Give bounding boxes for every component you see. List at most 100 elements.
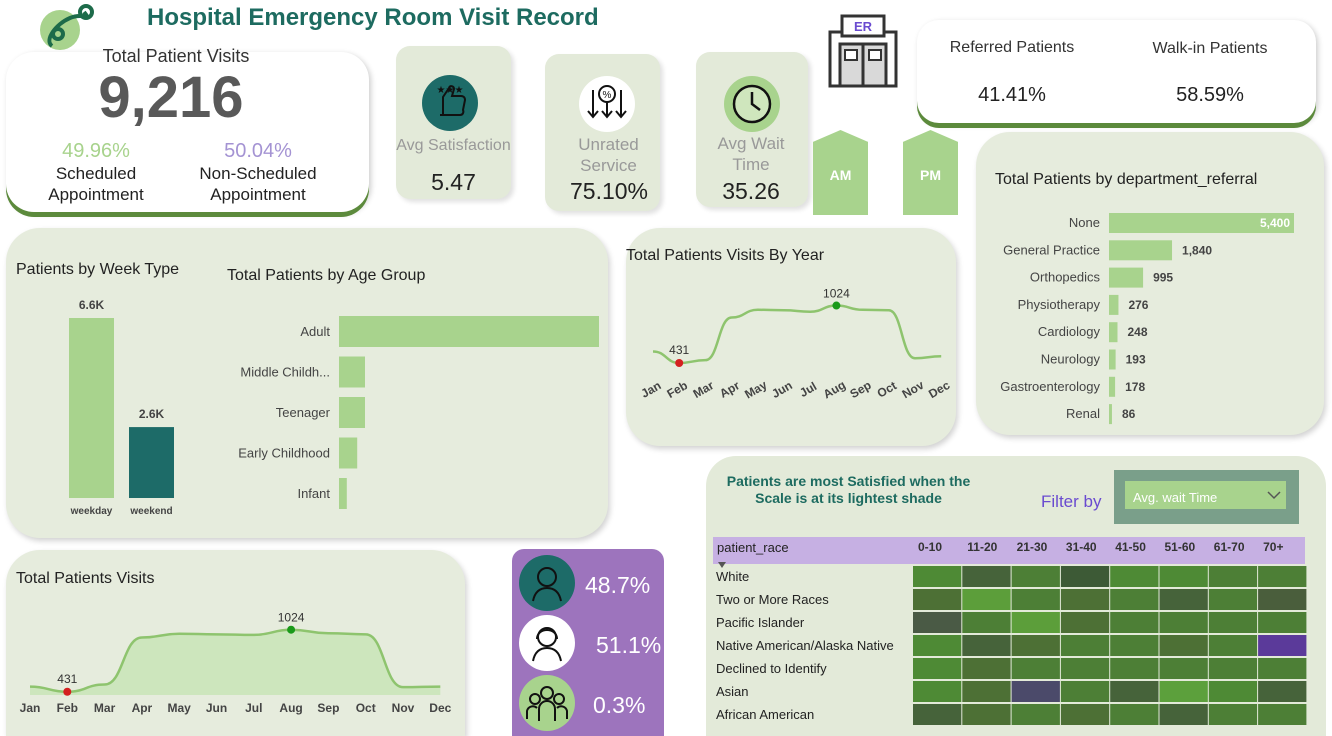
heatmap-cell [1060, 612, 1110, 633]
x-tick-label: Nov [900, 378, 927, 402]
department-title: Total Patients by department_referral [995, 171, 1258, 188]
gender-female-pct: 51.1% [596, 632, 662, 658]
heatmap-cell [1258, 658, 1307, 679]
dept-category-label: Orthopedics [1030, 270, 1101, 285]
x-tick-label: Oct [356, 701, 376, 715]
wait-time-card: Avg Wait Time 35.26 [696, 52, 808, 207]
dept-category-label: Physiotherapy [1018, 297, 1101, 312]
heatmap-cell [1258, 612, 1307, 633]
satisfaction-label: Avg Satisfaction [396, 137, 511, 154]
dept-bar [1109, 267, 1144, 288]
heatmap-col-header: 61-70 [1214, 540, 1245, 554]
weektype-age-card: Patients by Week Type Total Patients by … [6, 228, 608, 538]
svg-text:★★★: ★★★ [437, 85, 464, 96]
walkin-value: 58.59% [1176, 84, 1244, 106]
agegroup-category-label: Middle Childh... [240, 365, 330, 380]
dept-category-label: Neurology [1041, 352, 1101, 367]
heatmap-cell [913, 635, 962, 656]
x-tick-label: Oct [875, 378, 899, 400]
x-tick-label: Aug [279, 701, 302, 715]
series-line [652, 304, 942, 365]
dept-value-label: 1,840 [1182, 243, 1212, 257]
pm-button[interactable]: PM [903, 130, 958, 215]
min-label: 431 [669, 343, 689, 357]
clock-icon [724, 76, 780, 132]
dept-bar [1109, 294, 1119, 315]
heatmap-cell [1208, 704, 1258, 725]
dept-bar [1109, 213, 1294, 233]
nonscheduled-pct: 50.04% [224, 140, 292, 162]
heatmap-col-header: 70+ [1263, 540, 1283, 554]
heatmap-cell [1208, 589, 1258, 610]
heatmap-cell [1060, 658, 1110, 679]
heatmap-col-header: 51-60 [1165, 540, 1196, 554]
heatmap-cell [1110, 681, 1159, 702]
x-tick-label: Jan [639, 378, 664, 400]
heatmap-cell [913, 658, 962, 679]
wait-label-2: Time [732, 155, 770, 174]
weektype-value-label: 2.6K [139, 407, 165, 421]
thumbs-up-stars-icon: ★★★ [422, 75, 478, 131]
female-avatar-icon [519, 615, 575, 671]
dept-bar [1109, 376, 1116, 397]
agegroup-bar [339, 437, 358, 469]
heatmap-cell [1208, 681, 1258, 702]
x-tick-label: May [168, 701, 192, 715]
gender-female-row: 51.1% [519, 615, 662, 671]
am-button[interactable]: AM [813, 130, 868, 215]
agegroup-bar [339, 397, 365, 428]
weektype-category-label: weekday [70, 506, 113, 517]
dept-category-label: Cardiology [1038, 324, 1101, 339]
heatmap-cell [913, 704, 962, 725]
heatmap-cell [1208, 566, 1258, 587]
x-tick-label: Feb [664, 378, 689, 401]
dept-category-label: Gastroenterology [1000, 379, 1100, 394]
dept-value-label: 5,400 [1260, 216, 1290, 230]
heatmap-cell [1110, 635, 1159, 656]
male-avatar-icon [519, 555, 575, 611]
referred-value: 41.41% [978, 84, 1046, 106]
x-tick-label: May [742, 377, 769, 401]
nonscheduled-label: Non-Scheduled [199, 164, 317, 183]
heatmap-cell [1258, 589, 1307, 610]
heatmap-cell [1258, 635, 1307, 656]
heatmap-cell [1011, 635, 1060, 656]
dept-bar [1109, 404, 1112, 425]
stethoscope-logo-icon [34, 0, 98, 54]
agegroup-category-label: Adult [300, 324, 330, 339]
am-button-label: AM [829, 167, 852, 183]
heatmap-cell [1110, 704, 1159, 725]
page-title: Hospital Emergency Room Visit Record [147, 4, 599, 31]
walkin-label: Walk-in Patients [1152, 40, 1268, 57]
heatmap-cell [1159, 635, 1208, 656]
series-line [29, 628, 441, 694]
heatmap-col-header: 31-40 [1066, 540, 1097, 554]
x-tick-label: Sep [317, 701, 339, 715]
dept-category-label: General Practice [1003, 242, 1100, 257]
x-tick-label: Sep [848, 378, 874, 401]
weektype-bar [129, 427, 174, 498]
department-bar-chart: None 5,400 General Practice 1,840 Orthopedic… [1000, 213, 1294, 425]
x-tick-label: Apr [717, 378, 742, 401]
filter-dropdown[interactable]: Avg. wait Time [1124, 480, 1287, 510]
heatmap-cell [1159, 566, 1208, 587]
total-visits-area-chart: 1024 431 Jan Feb Mar Apr May Jun Jul Aug Sep Oct Nov… [20, 611, 452, 715]
group-icon [519, 675, 575, 731]
heatmap-cell [1060, 681, 1110, 702]
heatmap-cell [962, 658, 1011, 679]
heatmap-cell [962, 635, 1011, 656]
heatmap-header-bar [713, 537, 1305, 564]
x-tick-label: Aug [821, 378, 848, 402]
max-label: 1024 [278, 611, 305, 625]
heatmap-cell [913, 589, 962, 610]
filter-dropdown-value: Avg. wait Time [1133, 490, 1218, 505]
er-building-icon: ER [828, 14, 898, 88]
heatmap-cell [1208, 635, 1258, 656]
heatmap-cell [1060, 589, 1110, 610]
gender-male-pct: 48.7% [585, 572, 651, 598]
heatmap-cell [1159, 681, 1208, 702]
satisfaction-value: 5.47 [431, 169, 476, 195]
referral-card: Referred Patients Walk-in Patients 41.41… [917, 20, 1316, 123]
heatmap-cell [1110, 612, 1159, 633]
x-tick-label: Dec [926, 378, 952, 401]
